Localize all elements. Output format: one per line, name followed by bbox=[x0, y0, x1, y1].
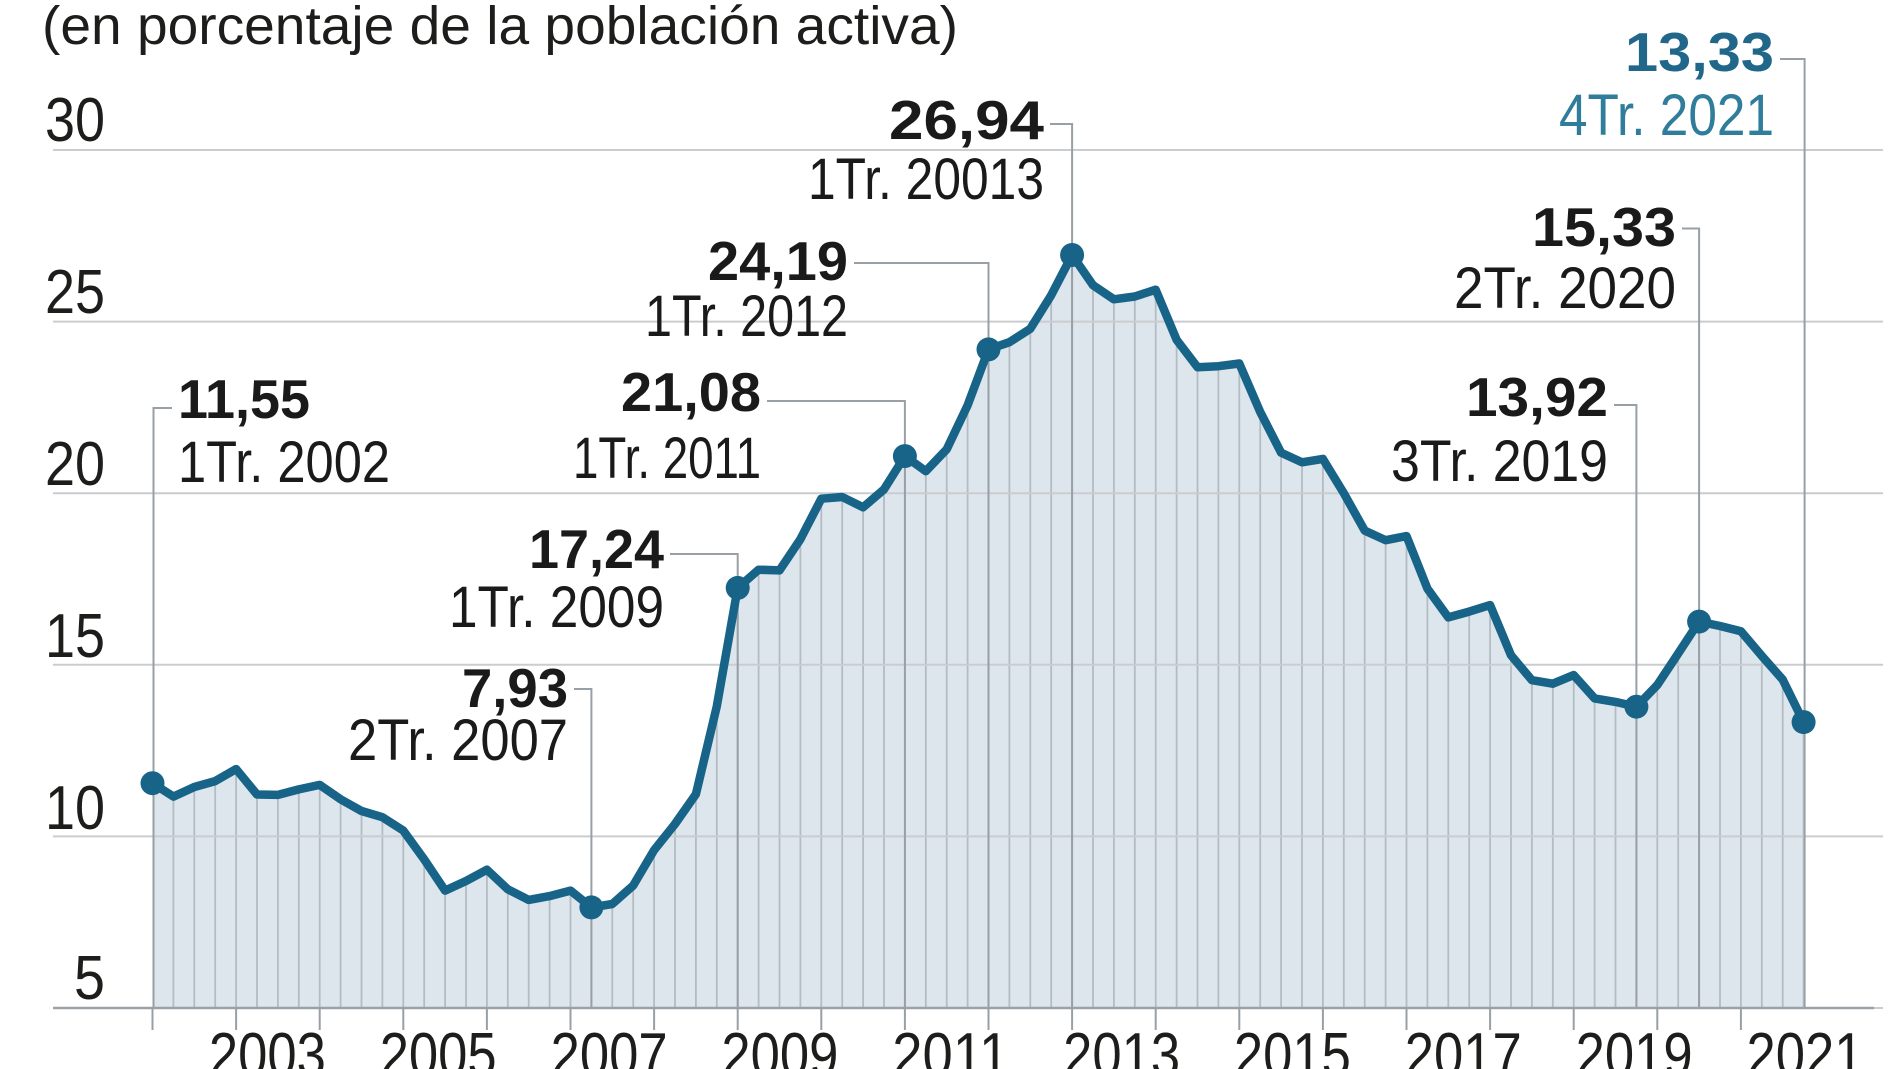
svg-text:2017: 2017 bbox=[1405, 1021, 1522, 1069]
svg-text:15,33: 15,33 bbox=[1532, 196, 1676, 258]
svg-text:11,55: 11,55 bbox=[178, 368, 310, 430]
svg-text:17,24: 17,24 bbox=[529, 518, 664, 580]
svg-text:2003: 2003 bbox=[209, 1021, 326, 1069]
svg-text:2005: 2005 bbox=[380, 1021, 497, 1069]
svg-text:4Tr. 2021: 4Tr. 2021 bbox=[1559, 83, 1774, 148]
svg-text:3Tr. 2019: 3Tr. 2019 bbox=[1391, 429, 1608, 494]
svg-text:1Tr. 2012: 1Tr. 2012 bbox=[645, 284, 848, 349]
svg-text:25: 25 bbox=[45, 258, 105, 327]
svg-text:24,19: 24,19 bbox=[708, 230, 848, 292]
svg-text:2019: 2019 bbox=[1576, 1021, 1693, 1069]
svg-text:13,33: 13,33 bbox=[1625, 21, 1774, 83]
svg-text:2009: 2009 bbox=[721, 1021, 838, 1069]
svg-text:2015: 2015 bbox=[1234, 1021, 1351, 1069]
svg-text:1Tr. 20013: 1Tr. 20013 bbox=[808, 147, 1044, 212]
svg-text:26,94: 26,94 bbox=[889, 89, 1044, 151]
svg-text:7,93: 7,93 bbox=[462, 657, 568, 719]
svg-text:2013: 2013 bbox=[1063, 1021, 1180, 1069]
svg-text:10: 10 bbox=[45, 774, 105, 843]
svg-text:15: 15 bbox=[45, 602, 105, 671]
svg-text:30: 30 bbox=[45, 86, 105, 155]
svg-text:1Tr. 2011: 1Tr. 2011 bbox=[573, 426, 761, 491]
svg-text:21,08: 21,08 bbox=[621, 361, 761, 423]
svg-text:1Tr. 2009: 1Tr. 2009 bbox=[449, 575, 664, 640]
svg-text:1Tr. 2002: 1Tr. 2002 bbox=[178, 430, 390, 495]
svg-text:20: 20 bbox=[45, 430, 105, 499]
svg-text:2021: 2021 bbox=[1747, 1021, 1864, 1069]
svg-text:2007: 2007 bbox=[551, 1021, 668, 1069]
svg-text:13,92: 13,92 bbox=[1466, 366, 1608, 428]
svg-text:(en porcentaje de la población: (en porcentaje de la población activa) bbox=[42, 0, 958, 56]
svg-text:2Tr. 2007: 2Tr. 2007 bbox=[348, 708, 568, 773]
svg-text:2Tr. 2020: 2Tr. 2020 bbox=[1454, 256, 1676, 321]
svg-text:5: 5 bbox=[74, 944, 105, 1013]
svg-text:2011: 2011 bbox=[892, 1021, 1009, 1069]
